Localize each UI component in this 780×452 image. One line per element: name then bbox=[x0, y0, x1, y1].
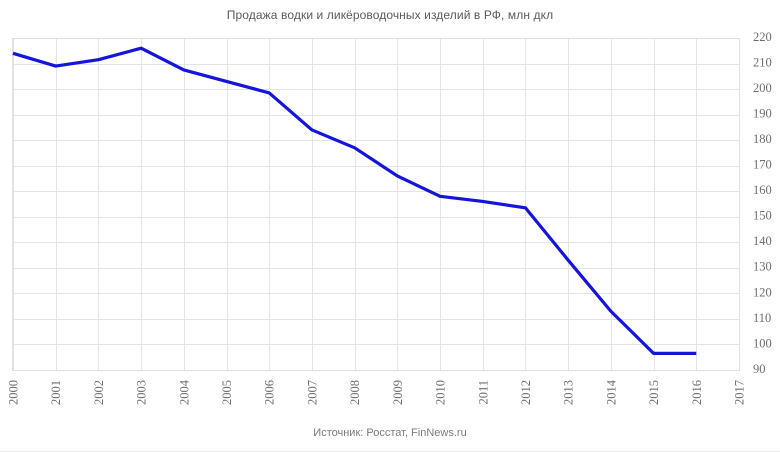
y-axis-tick-labels: 220 210 200 190 180 170 160 150 140 130 120 110 100 9… bbox=[753, 30, 772, 376]
y-axis-tick-label: 120 bbox=[753, 285, 772, 299]
x-axis-tick-label: 2010 bbox=[434, 380, 448, 405]
chart-source-caption: Источник: Росстат, FinNews.ru bbox=[313, 427, 467, 439]
data-series-line bbox=[12, 46, 697, 355]
gridlines-vertical bbox=[13, 38, 740, 370]
x-axis-tick-label: 2005 bbox=[220, 380, 234, 405]
y-axis-tick-label: 130 bbox=[753, 260, 772, 274]
y-axis-tick-label: 100 bbox=[753, 336, 772, 350]
x-axis-tick-label: 2013 bbox=[562, 380, 576, 405]
plot-area-frame bbox=[12, 38, 740, 371]
x-axis-tick-label: 2011 bbox=[476, 380, 490, 405]
y-axis-tick-label: 200 bbox=[753, 81, 772, 95]
x-axis-tick-label: 2003 bbox=[135, 380, 149, 405]
x-axis-tick-label: 2014 bbox=[604, 379, 618, 405]
x-axis-tick-label: 2017 bbox=[733, 380, 747, 405]
x-axis-tick-label: 2004 bbox=[177, 379, 191, 405]
x-axis-tick-label: 2002 bbox=[92, 380, 106, 405]
x-axis-tick-label: 2001 bbox=[49, 380, 63, 405]
gridlines-horizontal bbox=[13, 38, 739, 371]
x-axis-tick-label: 2007 bbox=[305, 380, 319, 405]
x-axis-tick-label: 2015 bbox=[647, 380, 661, 405]
y-axis-tick-label: 160 bbox=[753, 183, 772, 197]
y-axis-tick-label: 90 bbox=[753, 362, 766, 376]
x-axis-tick-label: 2008 bbox=[348, 380, 362, 405]
y-axis-tick-label: 110 bbox=[753, 311, 771, 325]
x-axis-tick-label: 2000 bbox=[7, 380, 21, 405]
y-axis-tick-label: 190 bbox=[753, 106, 772, 120]
x-axis-tick-labels: 2000 2001 2002 2003 2004 2005 2006 2007 2008 2009… bbox=[7, 379, 747, 405]
x-axis-tick-label: 2006 bbox=[263, 380, 277, 405]
chart-title: Продажа водки и ликёроводочных изделий в… bbox=[226, 8, 554, 22]
x-axis-tick-label: 2016 bbox=[690, 380, 704, 405]
x-axis-tick-label: 2009 bbox=[391, 380, 405, 405]
y-axis-tick-label: 170 bbox=[753, 158, 772, 172]
y-axis-tick-label: 210 bbox=[753, 55, 772, 69]
x-axis-tick-label: 2012 bbox=[519, 380, 533, 405]
y-axis-tick-label: 150 bbox=[753, 209, 772, 223]
y-axis-tick-label: 140 bbox=[753, 234, 772, 248]
y-axis-tick-label: 220 bbox=[753, 30, 772, 44]
y-axis-tick-label: 180 bbox=[753, 132, 772, 146]
